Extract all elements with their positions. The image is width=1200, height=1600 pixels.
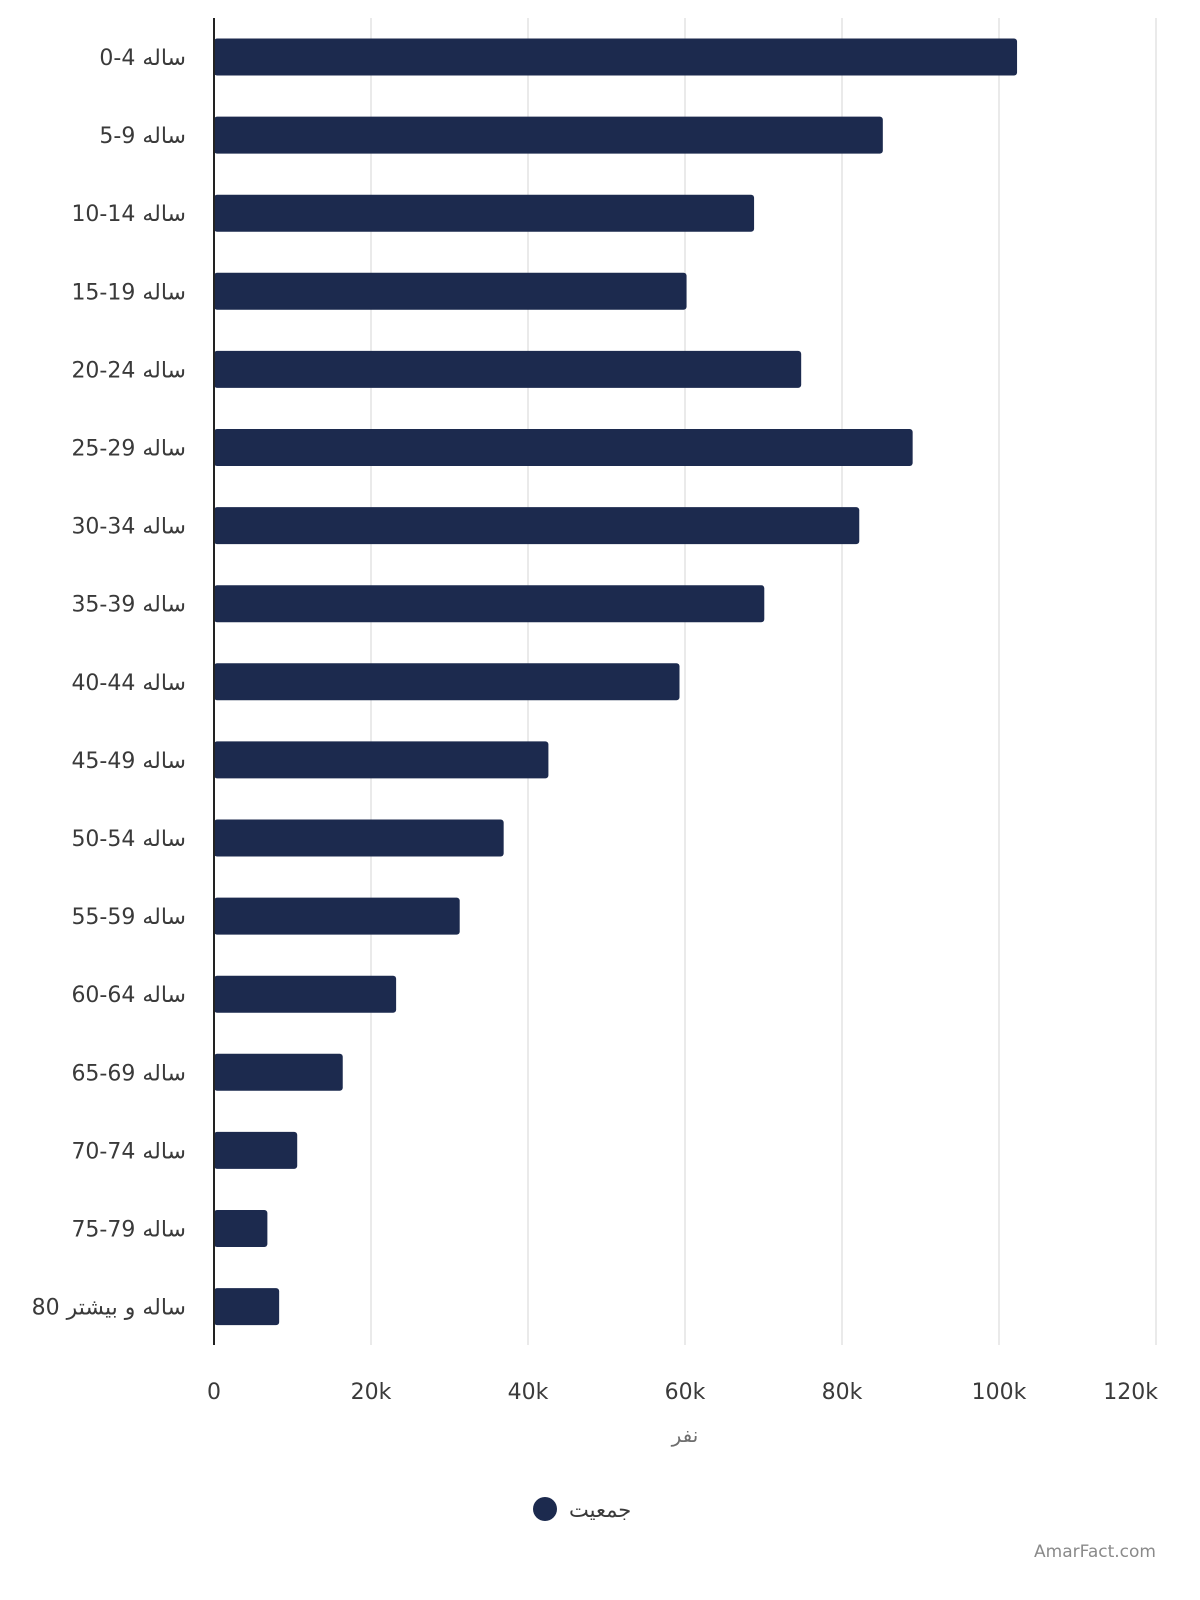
category-label-7: 30-34 ساله bbox=[71, 515, 186, 540]
bar-5[interactable] bbox=[214, 350, 802, 388]
category-label-3: 10-14 ساله bbox=[71, 202, 186, 227]
category-label-6: 25-29 ساله bbox=[71, 437, 186, 462]
category-label-16: 75-79 ساله bbox=[71, 1218, 186, 1243]
bar-13[interactable] bbox=[214, 975, 397, 1013]
gridlines bbox=[370, 18, 1157, 1345]
x-tick-label-40k: 40k bbox=[508, 1380, 549, 1405]
legend-label: جمعیت bbox=[569, 1498, 631, 1522]
x-tick-label-0: 0 bbox=[207, 1380, 221, 1405]
bar-8[interactable] bbox=[214, 585, 765, 623]
x-tick-label-80k: 80k bbox=[822, 1380, 863, 1405]
category-label-5: 20-24 ساله bbox=[71, 358, 186, 383]
x-tick-labels: 0 20k 40k 60k 80k 100k 120k bbox=[207, 1380, 1158, 1405]
x-tick-label-120k: 120k bbox=[1103, 1380, 1158, 1405]
category-label-17: 80 ساله و بیشتر bbox=[32, 1296, 186, 1321]
bar-7[interactable] bbox=[214, 507, 860, 545]
category-label-9: 40-44 ساله bbox=[71, 671, 186, 696]
x-tick-label-60k: 60k bbox=[665, 1380, 706, 1405]
category-label-2: 5-9 ساله bbox=[99, 124, 186, 149]
category-label-14: 65-69 ساله bbox=[71, 1061, 186, 1086]
x-tick-label-100k: 100k bbox=[972, 1380, 1027, 1405]
category-label-1: 0-4 ساله bbox=[99, 46, 186, 71]
x-axis-title: نفر bbox=[671, 1423, 699, 1447]
bars bbox=[214, 38, 1018, 1326]
bar-14[interactable] bbox=[214, 1053, 343, 1091]
watermark: AmarFact.com bbox=[1034, 1542, 1156, 1562]
legend[interactable]: جمعیت bbox=[533, 1497, 631, 1522]
bar-10[interactable] bbox=[214, 741, 549, 779]
bar-12[interactable] bbox=[214, 897, 460, 935]
bar-15[interactable] bbox=[214, 1131, 298, 1169]
bar-9[interactable] bbox=[214, 663, 680, 701]
category-label-15: 70-74 ساله bbox=[71, 1139, 186, 1164]
bar-16[interactable] bbox=[214, 1210, 268, 1247]
category-label-4: 15-19 ساله bbox=[71, 280, 186, 305]
bar-17[interactable] bbox=[214, 1288, 280, 1326]
bar-3[interactable] bbox=[214, 194, 755, 232]
category-labels: 0-4 ساله 5-9 ساله 10-14 ساله 15-19 ساله 20-2… bbox=[32, 46, 186, 1321]
category-label-10: 45-49 ساله bbox=[71, 749, 186, 774]
category-label-13: 60-64 ساله bbox=[71, 983, 186, 1008]
bar-6[interactable] bbox=[214, 429, 913, 466]
category-label-11: 50-54 ساله bbox=[71, 827, 186, 852]
x-tick-label-20k: 20k bbox=[351, 1380, 392, 1405]
legend-swatch bbox=[533, 1497, 557, 1521]
bar-11[interactable] bbox=[214, 819, 504, 857]
bar-4[interactable] bbox=[214, 272, 687, 310]
bar-1[interactable] bbox=[214, 38, 1018, 76]
category-label-12: 55-59 ساله bbox=[71, 905, 186, 930]
category-label-8: 35-39 ساله bbox=[71, 593, 186, 618]
bar-2[interactable] bbox=[214, 116, 883, 154]
